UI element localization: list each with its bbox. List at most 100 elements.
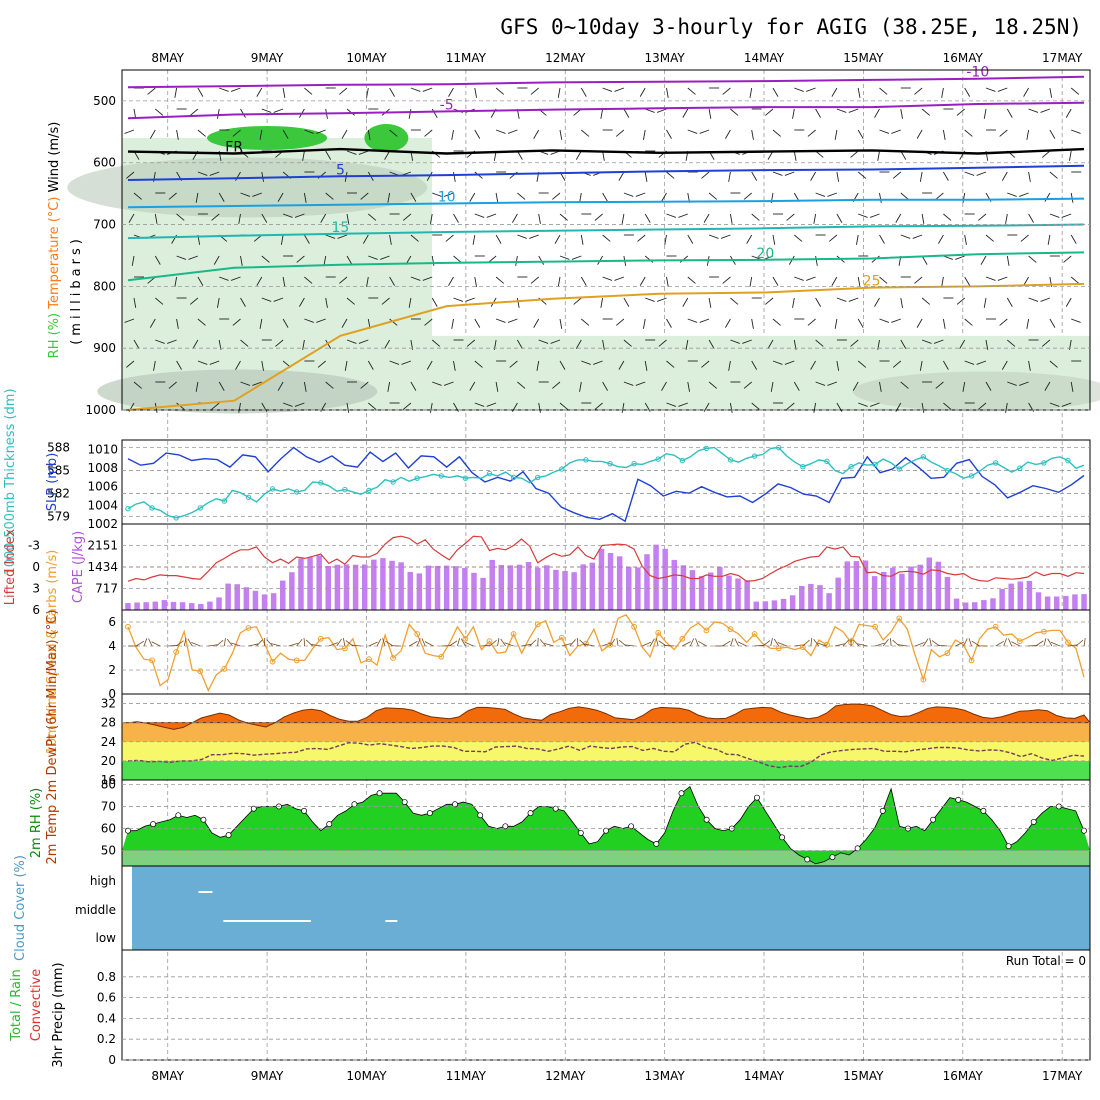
wind-barb bbox=[1041, 339, 1051, 347]
cape-bar bbox=[361, 564, 368, 610]
wind-barb bbox=[431, 108, 438, 118]
cape-bar bbox=[343, 564, 350, 610]
wind-barb bbox=[877, 150, 880, 161]
wind-barb bbox=[424, 318, 433, 326]
cape-bar bbox=[1044, 596, 1051, 610]
wind-barb bbox=[296, 255, 305, 263]
wind-barb bbox=[609, 638, 616, 647]
cape-bar bbox=[707, 572, 714, 610]
wind-point bbox=[221, 665, 228, 672]
thickness-point bbox=[390, 479, 396, 485]
wind-barb bbox=[341, 318, 348, 328]
wind-barb bbox=[786, 213, 795, 221]
wind-barb bbox=[921, 255, 928, 265]
wind-barb bbox=[869, 402, 880, 407]
wind-barb bbox=[1006, 255, 1010, 266]
wind-barb bbox=[621, 402, 625, 413]
wind-barb bbox=[529, 234, 539, 239]
cape-bar bbox=[562, 571, 568, 610]
wind-barb bbox=[530, 276, 539, 284]
wind-barb bbox=[734, 638, 739, 647]
wind-barb bbox=[155, 339, 165, 344]
wind-barb bbox=[495, 318, 506, 323]
wind-barb bbox=[643, 129, 646, 140]
wind-barb bbox=[666, 129, 672, 139]
thickness-point bbox=[776, 444, 782, 451]
wind-barb bbox=[346, 339, 357, 344]
cloud-level-label: high bbox=[90, 874, 116, 888]
wind-barb bbox=[644, 171, 648, 182]
wind-barb bbox=[728, 360, 731, 371]
upper-air-ylabel: RH (%) Temperature (°C) Wind (m/s) bbox=[47, 122, 62, 359]
wind-barb bbox=[389, 129, 398, 137]
cape-bar bbox=[735, 578, 741, 610]
wind-barb bbox=[325, 234, 336, 239]
date-label-top: 8MAY bbox=[151, 51, 184, 65]
wind-barb bbox=[900, 297, 903, 308]
wind-barb bbox=[367, 360, 374, 370]
wind-barb bbox=[124, 318, 135, 323]
date-label-bottom: 13MAY bbox=[645, 1069, 686, 1083]
wind-barb bbox=[749, 87, 753, 98]
wind-barb bbox=[571, 255, 582, 260]
cape-bar bbox=[644, 554, 650, 610]
wind-point bbox=[534, 621, 541, 628]
precip-tick: 0.8 bbox=[97, 970, 116, 984]
wind-barb bbox=[422, 87, 433, 92]
wind-barb bbox=[900, 381, 909, 389]
cape-bar bbox=[525, 562, 532, 610]
wind-barb bbox=[623, 381, 634, 386]
wind-barb bbox=[682, 297, 689, 307]
precip-panel: 0 0.2 0.4 0.6 0.8 Run Total = 0 Total / Rain Co… bbox=[9, 949, 1091, 1068]
wind-barb bbox=[155, 108, 164, 116]
cape-bar bbox=[216, 597, 222, 610]
wind-barb bbox=[703, 213, 710, 223]
thickness-point bbox=[535, 474, 541, 481]
rh-point bbox=[125, 827, 131, 834]
wind-barb bbox=[240, 255, 243, 266]
wind-barb bbox=[328, 642, 339, 647]
wind-barb bbox=[350, 644, 361, 647]
wind-barb bbox=[240, 297, 246, 307]
wind-barb bbox=[792, 108, 795, 119]
wind-point bbox=[872, 623, 879, 630]
wind-barb bbox=[341, 129, 348, 139]
cape-bar bbox=[544, 565, 550, 610]
cape-bar bbox=[443, 565, 450, 610]
wind-barb bbox=[666, 87, 669, 98]
wind-barb bbox=[238, 402, 241, 413]
wind-barb bbox=[921, 402, 925, 413]
wind-barb bbox=[1007, 381, 1017, 386]
wind-barb bbox=[517, 339, 523, 349]
thickness-point bbox=[438, 473, 444, 479]
pressure-tick: 800 bbox=[93, 279, 116, 293]
wind-barb bbox=[474, 360, 483, 368]
cape-bar bbox=[1072, 594, 1078, 610]
temp-tick: 32 bbox=[101, 697, 116, 711]
wind-barb bbox=[929, 638, 932, 647]
wind-barb bbox=[579, 381, 582, 392]
wind-barb bbox=[488, 255, 497, 263]
wind-barb bbox=[579, 639, 587, 647]
temp-band bbox=[122, 760, 1090, 780]
wind-barb bbox=[581, 129, 590, 137]
thickness-point bbox=[607, 460, 613, 467]
cape-bar bbox=[662, 548, 668, 610]
wind-barb bbox=[536, 360, 540, 371]
wind-barb bbox=[850, 339, 859, 347]
date-label-top: 16MAY bbox=[943, 51, 984, 65]
wind-barb bbox=[188, 255, 199, 260]
rh-point bbox=[779, 834, 786, 841]
wind-barb bbox=[602, 192, 608, 202]
wind-barb bbox=[304, 318, 314, 323]
wind-point bbox=[631, 623, 638, 630]
date-label-bottom: 9MAY bbox=[251, 1069, 284, 1083]
wind-barb bbox=[834, 129, 838, 140]
wind-barb bbox=[919, 171, 923, 182]
cape-bar bbox=[726, 575, 732, 610]
wind-barb bbox=[270, 643, 281, 647]
wind-barb bbox=[195, 192, 199, 203]
wind-barb bbox=[431, 297, 438, 307]
cape-bar bbox=[453, 566, 459, 610]
wind-barb bbox=[1005, 402, 1008, 413]
